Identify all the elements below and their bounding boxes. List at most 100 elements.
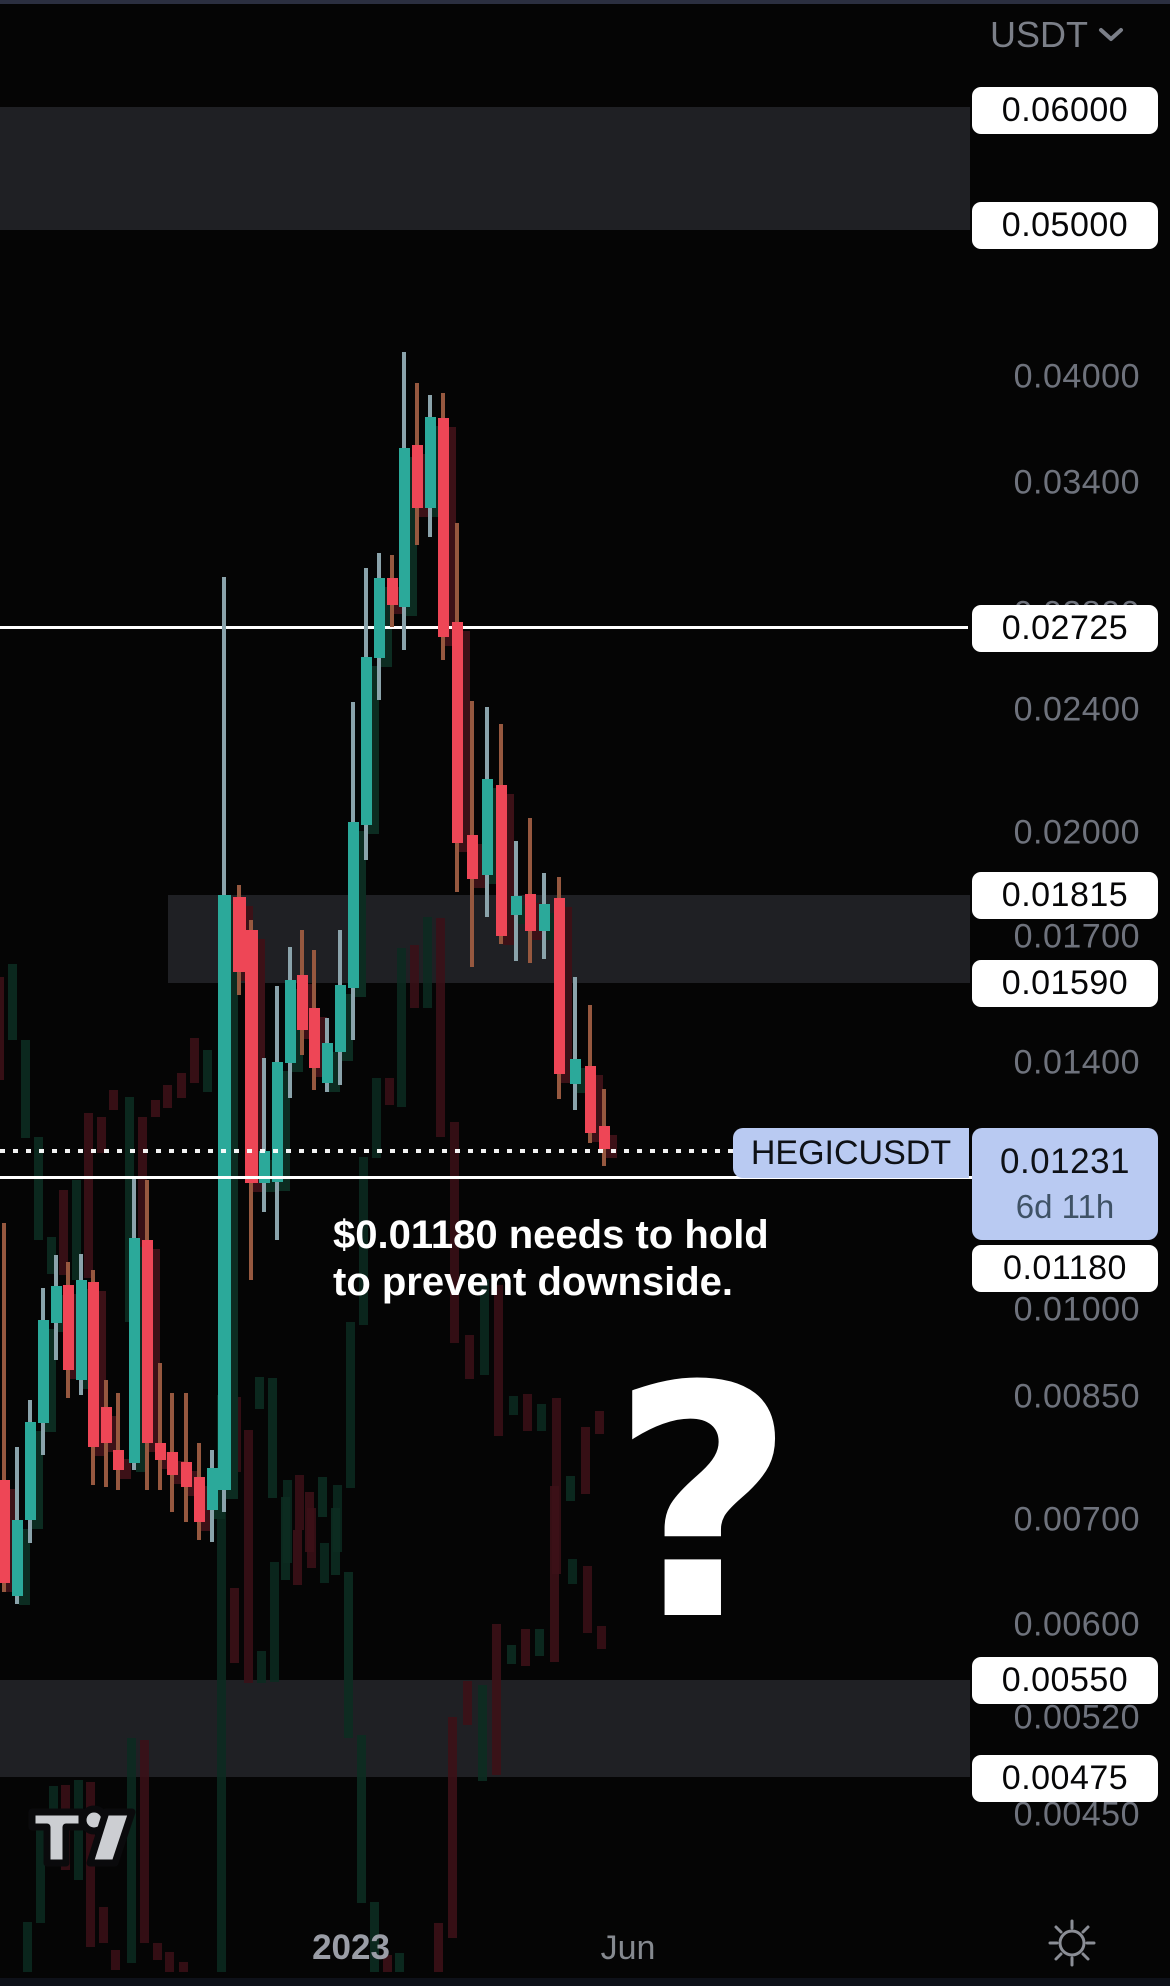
time-axis-year-label[interactable]: 2023 xyxy=(312,1928,390,1967)
ghost-bar xyxy=(396,948,406,1107)
candle-body xyxy=(285,980,296,1063)
candle-body xyxy=(348,822,359,988)
candle-wick xyxy=(573,977,577,1110)
candle-body xyxy=(12,1520,23,1596)
candle-wick xyxy=(158,1363,162,1490)
candle-body xyxy=(438,418,449,637)
ghost-bar xyxy=(449,1122,459,1343)
candle-body xyxy=(88,1282,99,1447)
ghost-bar xyxy=(369,1902,379,1972)
candle-shadow xyxy=(444,427,456,646)
candle-body xyxy=(155,1443,166,1460)
ghost-bar xyxy=(493,1285,503,1436)
candle-body xyxy=(142,1240,153,1443)
candle-shadow xyxy=(517,905,529,924)
ghost-bar xyxy=(330,1508,340,1575)
candle-shadow xyxy=(148,1249,160,1452)
candle-shadow xyxy=(354,831,366,997)
candle-shadow xyxy=(458,631,470,852)
candle-shadow xyxy=(200,1486,212,1531)
ghost-bar xyxy=(356,1735,366,1903)
ghost-bar xyxy=(137,1117,147,1320)
candle-body xyxy=(511,896,522,915)
ghost-bar xyxy=(462,1681,472,1725)
candle-body xyxy=(539,904,550,931)
ghost-bar xyxy=(0,977,4,1080)
time-axis-month-label[interactable]: Jun xyxy=(600,1929,656,1967)
ghost-bar xyxy=(343,1572,353,1738)
candle-body xyxy=(207,1468,218,1510)
candle-body xyxy=(0,1480,10,1583)
candle-shadow xyxy=(213,1477,225,1519)
candle-wick xyxy=(262,1058,266,1212)
price-level-line xyxy=(0,1149,733,1153)
home-indicator-strip xyxy=(0,1978,1170,1986)
price-level-line xyxy=(0,626,968,629)
ghost-bar xyxy=(508,1396,518,1415)
ghost-bar xyxy=(358,1157,368,1325)
candle-body xyxy=(570,1059,581,1084)
candle-wick xyxy=(116,1393,120,1490)
candle-body xyxy=(76,1280,87,1380)
ghost-bar xyxy=(433,1923,443,1972)
ghost-bar xyxy=(594,1411,604,1434)
candle-body xyxy=(599,1126,610,1149)
ghost-bar xyxy=(567,1559,577,1584)
chart-note-text: $0.01180 needs to hold to prevent downsi… xyxy=(333,1212,769,1306)
ghost-bar xyxy=(269,1562,279,1682)
ghost-bar xyxy=(152,1943,162,1960)
candle-body xyxy=(167,1452,178,1475)
symbol-name: HEGICUSDT xyxy=(750,1133,952,1172)
candle-body xyxy=(101,1407,112,1443)
ghost-bar xyxy=(317,1477,327,1517)
candle-body xyxy=(452,622,463,843)
ghost-bar xyxy=(582,1566,592,1633)
candle-body xyxy=(25,1422,36,1520)
ghost-bar xyxy=(371,1078,381,1158)
ghost-bar xyxy=(536,1404,546,1431)
ghost-bar xyxy=(394,1953,404,1972)
candle-body xyxy=(585,1066,596,1133)
chart-note-line2: to prevent downside. xyxy=(333,1260,734,1304)
ghost-bar xyxy=(422,917,432,1008)
candle-shadow xyxy=(405,457,417,616)
candle-shadow xyxy=(488,788,500,884)
candle-shadow xyxy=(107,1416,119,1452)
ghost-bar xyxy=(162,1085,172,1108)
candle-body xyxy=(233,897,246,972)
display-settings-icon[interactable] xyxy=(1046,1917,1098,1969)
quote-currency-label: USDT xyxy=(990,14,1088,55)
candle-body xyxy=(482,779,493,875)
candle-body xyxy=(272,1062,283,1182)
ghost-bar xyxy=(139,1740,149,1943)
candle-body xyxy=(309,1008,320,1068)
candle-shadow xyxy=(5,1489,17,1592)
candle-body xyxy=(51,1286,62,1323)
ghost-bar xyxy=(319,1543,329,1583)
candle-shadow xyxy=(605,1135,617,1158)
candle-wick xyxy=(528,818,532,963)
ghost-bar xyxy=(280,1497,290,1580)
candle-body xyxy=(412,445,423,508)
ghost-bar xyxy=(22,1922,32,1972)
ghost-bar xyxy=(126,1738,136,1963)
candle-shadow xyxy=(418,454,430,517)
candle-shadow xyxy=(591,1075,603,1142)
ghost-bar xyxy=(176,1073,186,1098)
candle-wick xyxy=(2,1223,6,1592)
ghost-bar xyxy=(83,1113,93,1278)
tradingview-logo[interactable] xyxy=(26,1804,138,1872)
symbol-price-flag: HEGICUSDT xyxy=(733,1128,969,1178)
candle-body xyxy=(467,835,478,879)
quote-currency-dropdown[interactable]: USDT xyxy=(990,14,1124,56)
ghost-bar xyxy=(382,1955,392,1972)
ghost-bar xyxy=(202,1050,212,1092)
ghost-bar xyxy=(565,1476,575,1501)
ghost-bar xyxy=(108,1090,118,1110)
ghost-bar xyxy=(46,1237,56,1274)
candle-body xyxy=(322,1043,333,1083)
ghost-bar xyxy=(254,1377,264,1409)
candle-body xyxy=(425,417,436,508)
ghost-bar xyxy=(58,1190,68,1275)
